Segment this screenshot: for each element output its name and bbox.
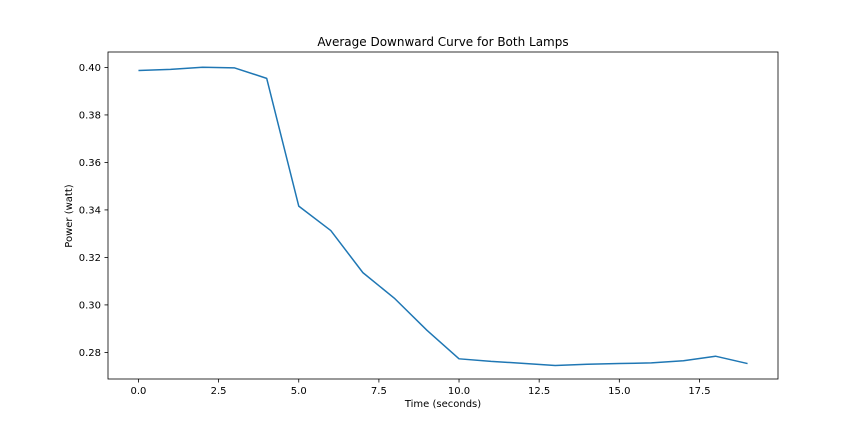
y-tick-label: 0.38 [79,110,101,121]
y-axis-ticks: 0.28 0.30 0.32 0.34 0.36 0.38 0.40 [79,63,108,359]
y-tick-label: 0.32 [79,253,101,264]
x-axis-ticks: 0.0 2.5 5.0 7.5 10.0 12.5 15.0 17.5 [131,379,711,397]
series-line [138,66,748,367]
y-tick-label: 0.28 [79,348,101,359]
x-tick-label: 5.0 [291,386,307,397]
x-tick-label: 17.5 [688,386,710,397]
y-axis-label: Power (watt) [64,184,75,247]
x-tick-label: 0.0 [131,386,147,397]
x-tick-label: 15.0 [608,386,630,397]
x-tick-label: 10.0 [448,386,470,397]
y-tick-label: 0.30 [79,300,101,311]
plot-series [138,66,748,367]
y-tick-label: 0.34 [79,205,101,216]
y-tick-label: 0.36 [79,158,101,169]
y-tick-label: 0.40 [79,63,101,74]
x-tick-label: 12.5 [528,386,550,397]
plot-frame [107,51,779,380]
x-tick-label: 7.5 [371,386,387,397]
x-tick-label: 2.5 [211,386,227,397]
chart-title: Average Downward Curve for Both Lamps [317,35,568,49]
x-axis-label: Time (seconds) [404,399,481,410]
